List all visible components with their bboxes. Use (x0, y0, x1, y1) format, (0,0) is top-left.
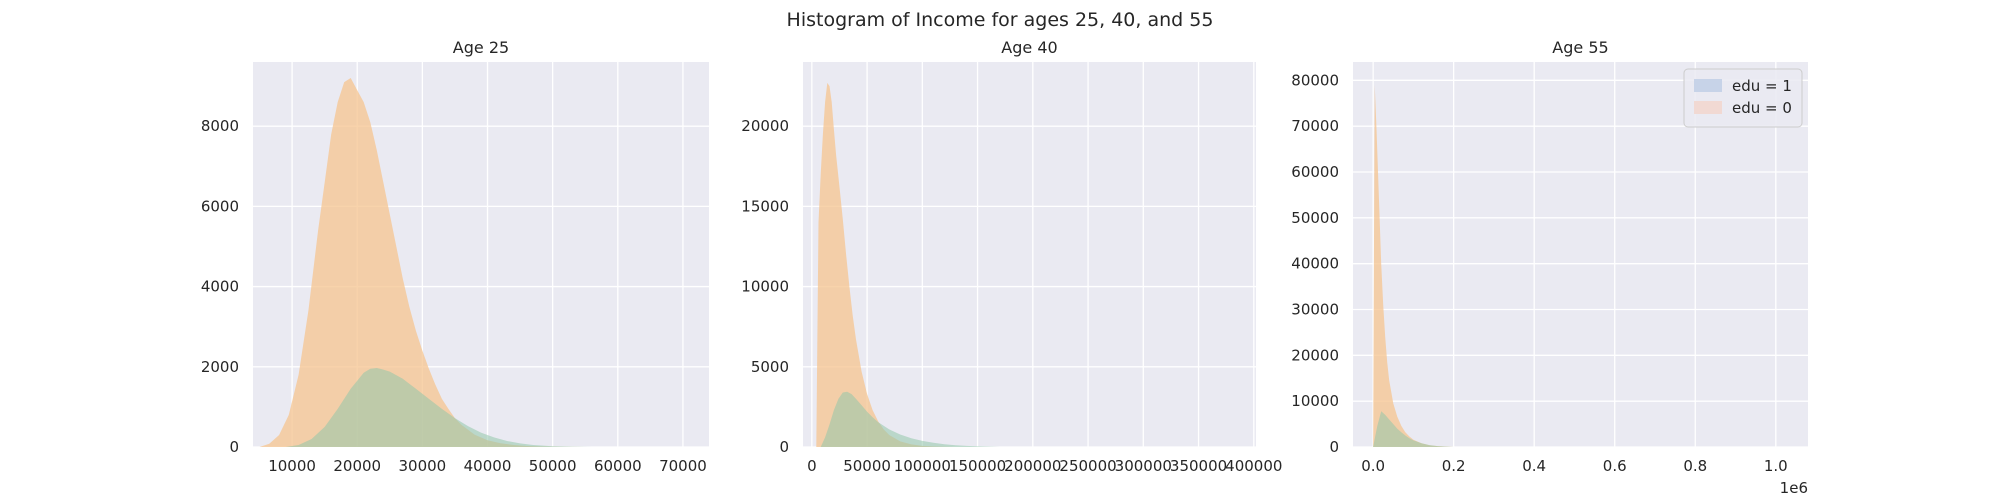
y-tick-label: 40000 (1291, 255, 1339, 273)
y-tick-label: 5000 (751, 358, 789, 376)
legend: edu = 1 edu = 0 (1683, 68, 1803, 128)
x-offset-label: 1e6 (1780, 479, 1808, 497)
x-tick-label: 300000 (1115, 457, 1172, 475)
x-tick-label: 50000 (843, 457, 891, 475)
legend-label: edu = 0 (1732, 99, 1792, 117)
y-tick-label: 80000 (1291, 71, 1339, 89)
y-tick-label: 10000 (1291, 392, 1339, 410)
y-tick-label: 2000 (201, 358, 239, 376)
x-tick-label: 400000 (1225, 457, 1282, 475)
x-tick-label: 30000 (399, 457, 447, 475)
legend-swatch (1694, 101, 1722, 114)
x-tick-label: 150000 (949, 457, 1006, 475)
x-tick-label: 10000 (268, 457, 316, 475)
y-tick-label: 0 (1329, 438, 1339, 456)
x-tick-label: 0.6 (1603, 457, 1627, 475)
x-tick-label: 50000 (529, 457, 577, 475)
legend-swatch (1694, 79, 1722, 92)
panel-title: Age 40 (1001, 38, 1057, 57)
histogram-edu-1 (820, 391, 1000, 447)
legend-label: edu = 1 (1732, 77, 1792, 95)
histogram-edu-0 (816, 82, 956, 448)
panel-2: Age 400 50000 1000001500002000002500003000… (741, 38, 1282, 475)
x-tick-label: 40000 (464, 457, 512, 475)
x-tick-label: 20000 (333, 457, 381, 475)
x-tick-label: 0.4 (1522, 457, 1546, 475)
histogram-edu-0 (259, 78, 586, 447)
y-tick-label: 15000 (741, 197, 789, 215)
panel-title: Age 25 (453, 38, 509, 57)
y-tick-label: 0 (229, 438, 239, 456)
y-tick-label: 20000 (741, 117, 789, 135)
x-tick-label: 350000 (1170, 457, 1227, 475)
y-tick-label: 60000 (1291, 163, 1339, 181)
y-tick-label: 4000 (201, 278, 239, 296)
x-tick-label: 60000 (594, 457, 642, 475)
x-tick-label: 250000 (1059, 457, 1116, 475)
histogram-edu-1 (285, 368, 592, 447)
y-tick-label: 0 (779, 438, 789, 456)
y-tick-label: 20000 (1291, 346, 1339, 364)
figure-title: Histogram of Income for ages 25, 40, and… (787, 9, 1214, 31)
x-tick-label: 1.0 (1764, 457, 1788, 475)
x-tick-label: 70000 (659, 457, 707, 475)
x-tick-label: 0.0 (1361, 457, 1385, 475)
x-tick-label: 0.8 (1683, 457, 1707, 475)
histogram-edu-1 (1373, 411, 1454, 447)
x-tick-label: 0 (807, 457, 817, 475)
y-tick-label: 6000 (201, 197, 239, 215)
histogram-edu-0 (1373, 84, 1454, 448)
y-tick-label: 10000 (741, 278, 789, 296)
x-tick-label: 200000 (1004, 457, 1061, 475)
panel-title: Age 55 (1552, 38, 1608, 57)
y-tick-label: 8000 (201, 117, 239, 135)
y-tick-label: 30000 (1291, 301, 1339, 319)
y-tick-label: 50000 (1291, 209, 1339, 227)
x-tick-label: 0.2 (1442, 457, 1466, 475)
plot-background (803, 62, 1256, 447)
y-tick-label: 70000 (1291, 117, 1339, 135)
x-tick-label: 100000 (894, 457, 951, 475)
